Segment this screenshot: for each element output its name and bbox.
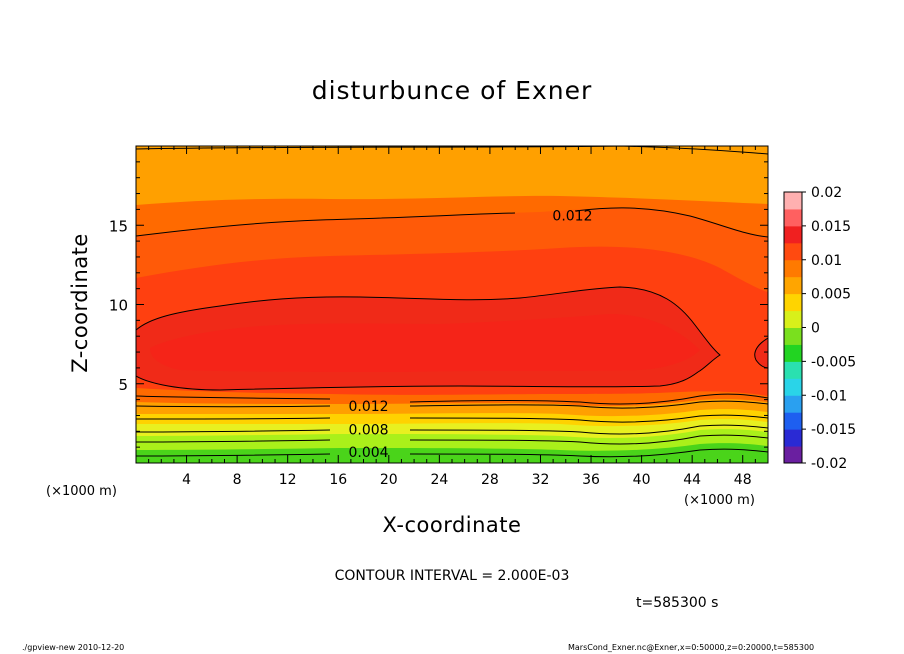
- colorbar-label: 0.02: [811, 185, 842, 201]
- colorbar-label: 0: [811, 321, 820, 337]
- time-label: t=585300 s: [636, 595, 719, 611]
- colorbar-label: -0.005: [811, 354, 856, 370]
- colorbar-segment: [784, 192, 802, 210]
- x-tick-label: 8: [233, 472, 242, 488]
- contour-line: [136, 207, 768, 238]
- colorbar-label: -0.015: [811, 422, 856, 438]
- colorbar-segment: [784, 259, 802, 278]
- x-tick-label: 20: [380, 472, 398, 488]
- x-unit-left: (×1000 m): [46, 484, 117, 499]
- x-axis-label: X-coordinate: [382, 513, 522, 537]
- band-edge-blob: [754, 338, 768, 368]
- colorbar-segment: [784, 276, 802, 295]
- contour-labels: 0.012 0.012 0.008 0.004: [348, 209, 592, 461]
- footer-right: MarsCond_Exner.nc@Exner,x=0:50000,z=0:20…: [568, 643, 815, 652]
- contour-label: 0.012: [348, 399, 388, 415]
- colorbar-label: -0.01: [811, 388, 847, 404]
- x-tick-label: 4: [182, 472, 191, 488]
- x-tick-label: 32: [532, 472, 550, 488]
- colorbar-label: 0.005: [811, 287, 851, 303]
- colorbar-label: -0.02: [811, 456, 847, 472]
- colorbar-segment: [784, 361, 802, 379]
- colorbar-segment: [784, 208, 802, 227]
- contour-line: [136, 400, 768, 409]
- colorbar-segment: [784, 327, 802, 345]
- colorbar: 0.02 0.015 0.01 0.005 0 -0.005 -0.01 -0.015 -0.0…: [783, 185, 856, 472]
- x-tick-label: 24: [430, 472, 448, 488]
- chart-title: disturbunce of Exner: [311, 76, 593, 105]
- colorbar-segment: [784, 293, 802, 312]
- band-core-inner: [150, 314, 700, 372]
- colorbar-segment: [784, 395, 802, 413]
- colorbar-segment: [784, 378, 802, 396]
- colorbar-segment: [784, 310, 802, 328]
- y-axis-ticks: 5 10 15: [109, 161, 768, 448]
- x-tick-label: 12: [279, 472, 297, 488]
- contour-line: [136, 393, 768, 405]
- footer-left: ./gpview-new 2010-12-20: [22, 643, 125, 652]
- contour-line: [136, 434, 768, 445]
- x-tick-label: 48: [734, 472, 752, 488]
- contour-line: [136, 286, 721, 391]
- colorbar-segment: [784, 412, 802, 430]
- contour-line: [136, 448, 768, 458]
- x-tick-label: 36: [582, 472, 600, 488]
- x-tick-label: 44: [683, 472, 701, 488]
- y-tick-label: 10: [109, 297, 128, 315]
- y-tick-label: 15: [109, 217, 128, 235]
- contour-label: 0.004: [348, 445, 388, 461]
- contour-lines: [136, 146, 768, 458]
- contour-fills: [136, 146, 768, 463]
- contour-line: [136, 424, 768, 435]
- contour-line: [136, 414, 768, 423]
- colorbar-segment: [784, 429, 802, 447]
- x-unit-right: (×1000 m): [684, 493, 755, 508]
- colorbar-segment: [784, 446, 802, 464]
- y-tick-label: 5: [118, 376, 128, 394]
- band-lower-6: [136, 443, 768, 463]
- colorbar-segment: [784, 344, 802, 362]
- colorbar-segment: [784, 242, 802, 261]
- x-axis-ticks: 4 8 12 16 20 24 28 32 36 40 44 48: [148, 146, 756, 488]
- contour-interval-text: CONTOUR INTERVAL = 2.000E-03: [334, 568, 570, 584]
- x-tick-label: 40: [633, 472, 651, 488]
- colorbar-label: 0.015: [811, 219, 851, 235]
- contour-label: 0.012: [552, 209, 592, 225]
- x-tick-label: 16: [329, 472, 347, 488]
- x-tick-label: 28: [481, 472, 499, 488]
- contour-label: 0.008: [348, 423, 388, 439]
- colorbar-segment: [784, 225, 802, 244]
- colorbar-label: 0.01: [811, 253, 842, 269]
